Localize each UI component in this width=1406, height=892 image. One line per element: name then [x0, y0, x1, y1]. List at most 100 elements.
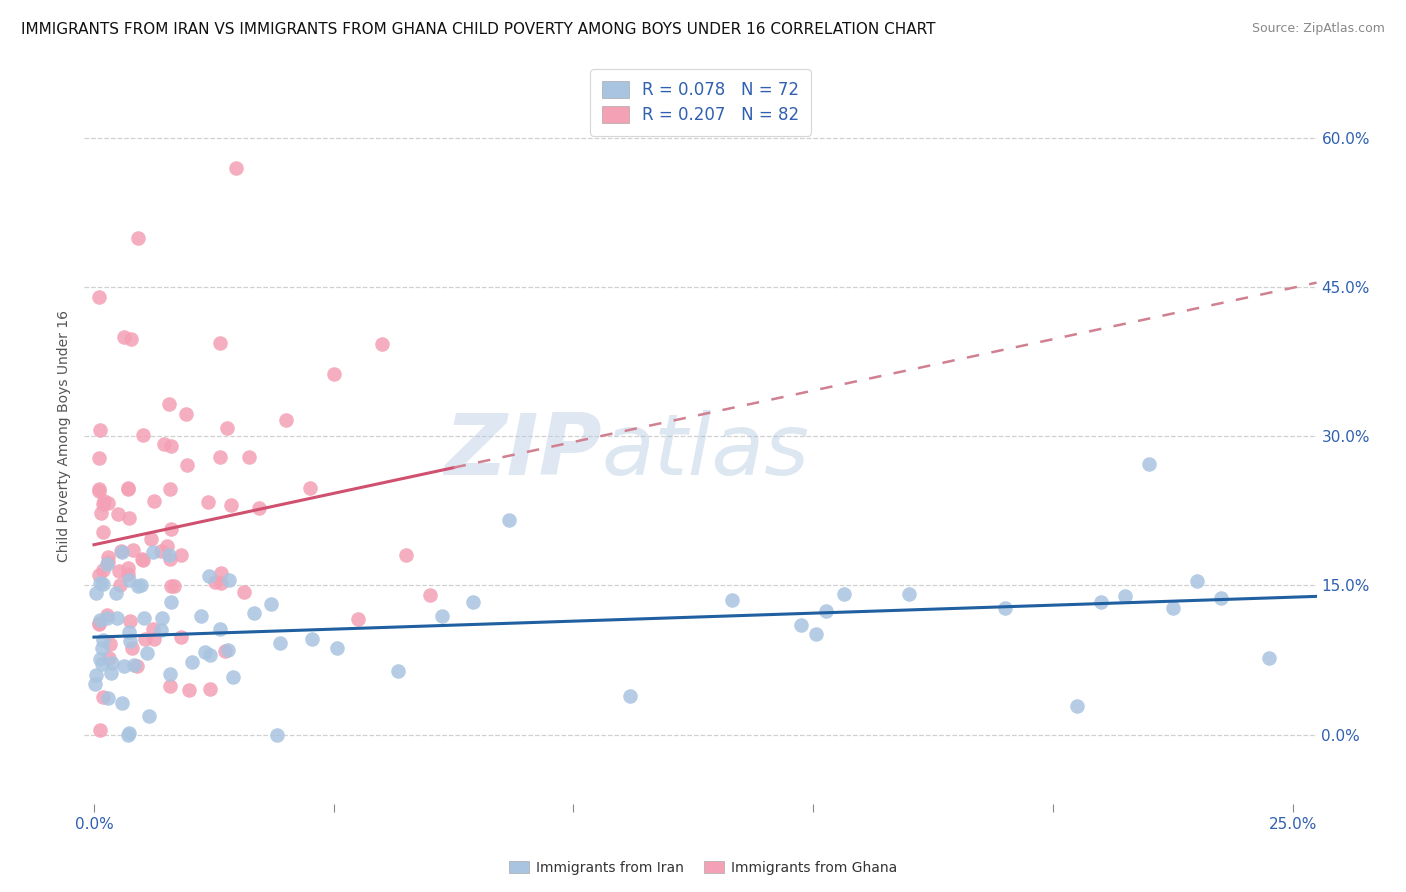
Point — [190, 609, 212, 624]
Point — [274, 413, 297, 427]
Point — [1161, 601, 1184, 615]
Point — [132, 553, 155, 567]
Point — [222, 670, 245, 684]
Point — [170, 630, 193, 644]
Point — [498, 512, 520, 526]
Point — [124, 658, 146, 673]
Point — [100, 637, 122, 651]
Point — [108, 565, 131, 579]
Point — [419, 588, 441, 602]
Point — [143, 632, 166, 647]
Point — [127, 579, 149, 593]
Point — [87, 617, 110, 632]
Point — [98, 650, 121, 665]
Point — [194, 645, 217, 659]
Point — [104, 586, 127, 600]
Point — [242, 606, 264, 620]
Point — [142, 545, 165, 559]
Point — [135, 646, 157, 660]
Point — [96, 608, 118, 623]
Point — [97, 496, 120, 510]
Point — [91, 690, 114, 704]
Point — [89, 423, 111, 437]
Point — [107, 507, 129, 521]
Point — [198, 569, 221, 583]
Point — [120, 615, 142, 629]
Point — [197, 495, 219, 509]
Text: atlas: atlas — [602, 409, 810, 492]
Point — [91, 497, 114, 511]
Point — [180, 655, 202, 669]
Legend: R = 0.078   N = 72, R = 0.207   N = 82: R = 0.078 N = 72, R = 0.207 N = 82 — [591, 70, 811, 136]
Point — [89, 613, 111, 627]
Point — [804, 627, 827, 641]
Point — [720, 593, 742, 607]
Point — [150, 544, 173, 558]
Point — [105, 610, 128, 624]
Y-axis label: Child Poverty Among Boys Under 16: Child Poverty Among Boys Under 16 — [58, 310, 72, 562]
Point — [176, 458, 198, 473]
Point — [89, 652, 111, 666]
Point — [110, 544, 132, 558]
Point — [387, 664, 409, 678]
Point — [159, 679, 181, 693]
Point — [174, 408, 197, 422]
Point — [91, 525, 114, 540]
Point — [87, 482, 110, 496]
Point — [370, 337, 392, 351]
Point — [150, 624, 173, 638]
Point — [87, 290, 110, 304]
Point — [117, 481, 139, 495]
Point — [209, 575, 232, 590]
Point — [198, 682, 221, 697]
Point — [325, 640, 347, 655]
Point — [198, 648, 221, 663]
Point — [101, 656, 124, 670]
Point — [97, 691, 120, 706]
Text: Source: ZipAtlas.com: Source: ZipAtlas.com — [1251, 22, 1385, 36]
Point — [90, 506, 112, 520]
Point — [157, 397, 180, 411]
Point — [204, 574, 226, 589]
Point — [152, 610, 174, 624]
Point — [832, 587, 855, 601]
Point — [87, 567, 110, 582]
Point — [266, 728, 288, 742]
Point — [346, 612, 368, 626]
Point — [131, 552, 153, 566]
Point — [898, 587, 921, 601]
Point — [430, 608, 453, 623]
Point — [1185, 574, 1208, 588]
Point — [218, 573, 240, 587]
Point — [111, 696, 134, 710]
Point — [163, 579, 186, 593]
Point — [994, 601, 1017, 615]
Legend: Immigrants from Iran, Immigrants from Ghana: Immigrants from Iran, Immigrants from Gh… — [503, 855, 903, 880]
Point — [259, 597, 281, 611]
Point — [122, 543, 145, 558]
Point — [117, 567, 139, 582]
Point — [159, 666, 181, 681]
Point — [209, 336, 232, 351]
Point — [91, 563, 114, 577]
Point — [159, 551, 181, 566]
Point — [134, 632, 156, 646]
Point — [108, 578, 131, 592]
Point — [170, 548, 193, 562]
Point — [159, 482, 181, 496]
Point — [247, 500, 270, 515]
Point — [156, 539, 179, 553]
Point — [160, 595, 183, 609]
Text: IMMIGRANTS FROM IRAN VS IMMIGRANTS FROM GHANA CHILD POVERTY AMONG BOYS UNDER 16 : IMMIGRANTS FROM IRAN VS IMMIGRANTS FROM … — [21, 22, 935, 37]
Point — [118, 726, 141, 740]
Point — [139, 532, 162, 546]
Point — [111, 544, 134, 558]
Point — [214, 644, 236, 658]
Point — [87, 450, 110, 465]
Point — [1090, 595, 1112, 609]
Point — [112, 330, 135, 344]
Point — [209, 566, 232, 581]
Point — [118, 574, 141, 588]
Point — [90, 657, 112, 671]
Point — [619, 689, 641, 703]
